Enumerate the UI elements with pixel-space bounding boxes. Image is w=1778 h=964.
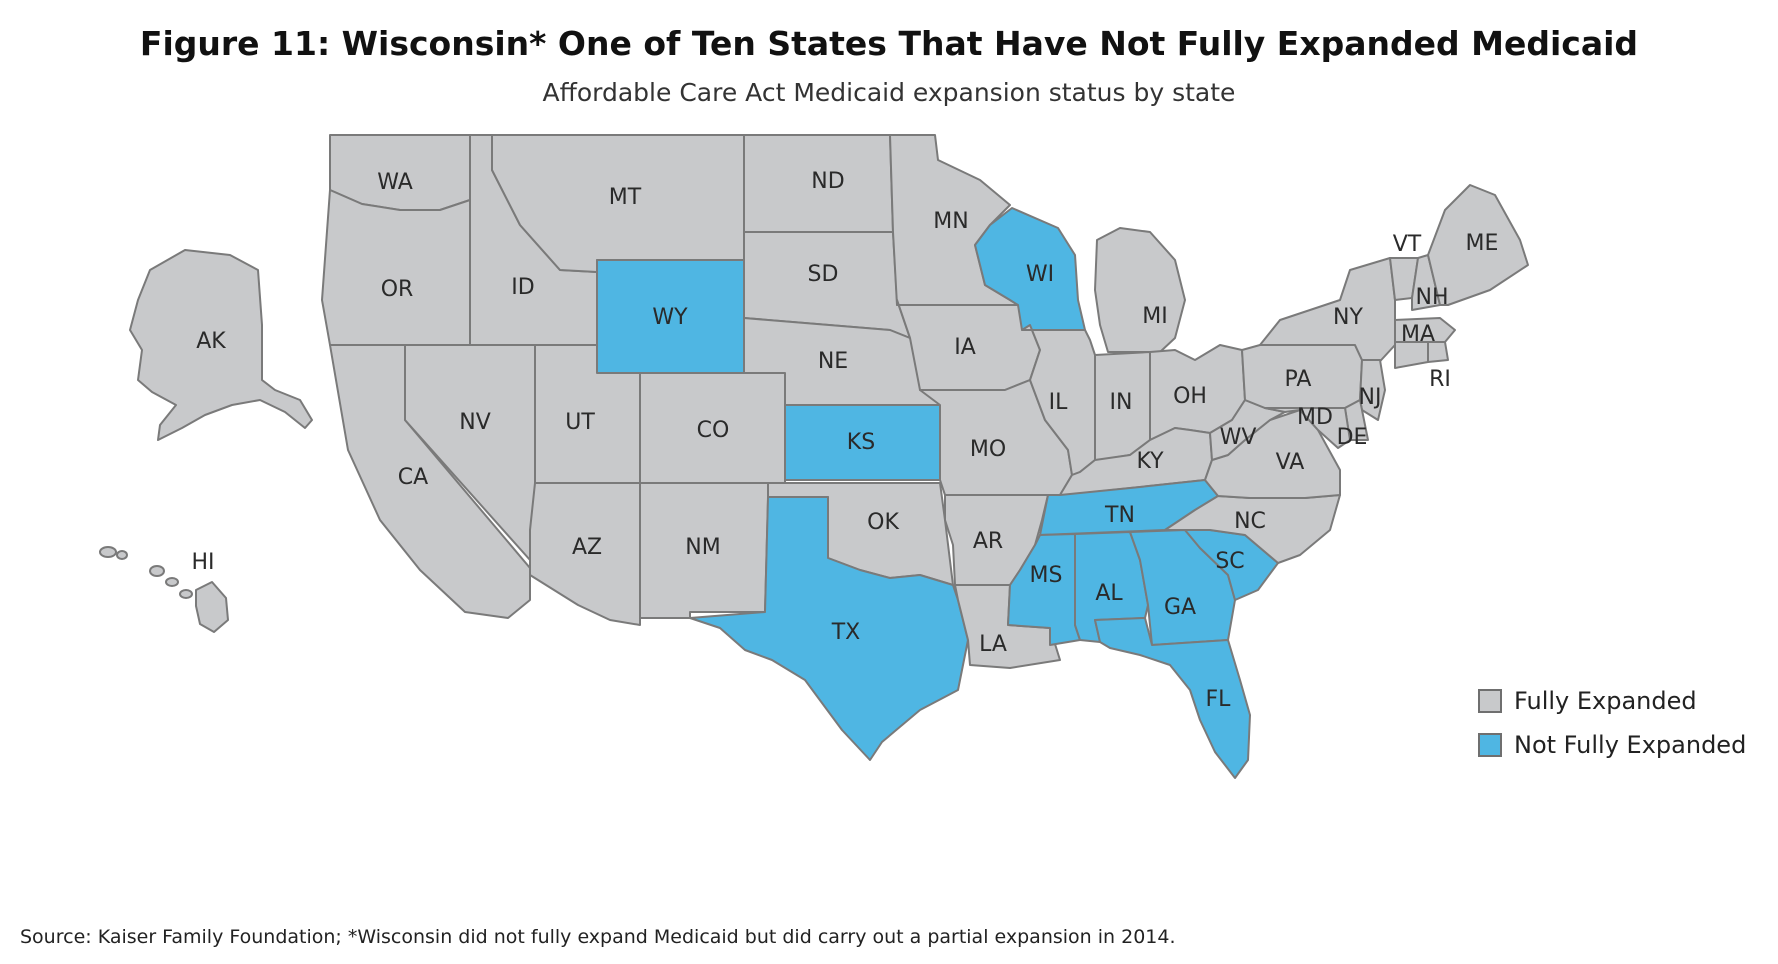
state-label-ar: AR <box>973 529 1003 554</box>
state-label-ma: MA <box>1401 322 1435 347</box>
state-label-nm: NM <box>685 535 720 560</box>
state-label-oh: OH <box>1173 384 1207 409</box>
state-label-de: DE <box>1337 425 1368 450</box>
figure-title: Figure 11: Wisconsin* One of Ten States … <box>139 24 1639 63</box>
state-label-id: ID <box>511 275 534 300</box>
state-tx <box>689 496 969 761</box>
state-label-ny: NY <box>1333 305 1363 330</box>
states-layer <box>99 134 1529 779</box>
state-md <box>1264 407 1351 449</box>
state-label-wy: WY <box>652 305 688 330</box>
state-label-nh: NH <box>1416 285 1449 310</box>
state-label-in: IN <box>1110 390 1133 415</box>
legend-item-fully-expanded: Fully Expanded <box>1478 686 1746 716</box>
state-label-ks: KS <box>847 430 875 455</box>
state-hi-islet <box>179 589 193 599</box>
legend: Fully Expanded Not Fully Expanded <box>1478 686 1746 774</box>
state-hi-islet <box>149 565 165 577</box>
state-label-co: CO <box>697 418 730 443</box>
state-label-fl: FL <box>1206 687 1232 712</box>
state-label-sd: SD <box>808 262 839 287</box>
state-label-il: IL <box>1049 390 1068 415</box>
state-label-ky: KY <box>1136 449 1164 474</box>
state-label-mn: MN <box>933 209 968 234</box>
state-label-ms: MS <box>1030 563 1063 588</box>
source-note: Source: Kaiser Family Foundation; *Wisco… <box>20 926 1176 948</box>
figure-subtitle: Affordable Care Act Medicaid expansion s… <box>542 78 1236 107</box>
state-label-ak: AK <box>196 329 226 354</box>
state-label-mt: MT <box>609 185 642 210</box>
state-ak <box>129 249 313 441</box>
state-label-or: OR <box>381 277 414 302</box>
state-label-wi: WI <box>1026 262 1054 287</box>
legend-swatch-not-fully-expanded <box>1478 733 1502 757</box>
state-label-ri: RI <box>1429 367 1451 392</box>
state-label-ut: UT <box>565 410 595 435</box>
state-label-wa: WA <box>377 170 413 195</box>
state-label-sc: SC <box>1215 549 1244 574</box>
state-mi <box>1094 227 1186 353</box>
state-label-ok: OK <box>867 510 899 535</box>
state-hi-islet <box>116 550 128 560</box>
state-label-ne: NE <box>818 349 848 374</box>
state-or <box>321 189 471 346</box>
state-nh <box>1411 254 1441 311</box>
state-hi <box>195 581 229 633</box>
legend-item-not-fully-expanded: Not Fully Expanded <box>1478 730 1746 760</box>
state-hi-islet <box>99 546 117 558</box>
state-label-az: AZ <box>572 535 602 560</box>
state-me <box>1427 184 1529 306</box>
legend-label-not-fully-expanded: Not Fully Expanded <box>1514 731 1747 759</box>
state-label-mo: MO <box>970 437 1006 462</box>
labels-layer: WA OR CA NV ID MT WY UT AZ CO NM ND SD NE KS OK TX MN IA MO… <box>191 169 1498 712</box>
state-label-nd: ND <box>811 169 844 194</box>
state-label-vt: VT <box>1393 232 1422 257</box>
state-label-ca: CA <box>398 465 428 490</box>
legend-label-fully-expanded: Fully Expanded <box>1514 687 1697 715</box>
state-label-tn: TN <box>1104 503 1135 528</box>
state-label-mi: MI <box>1142 304 1167 329</box>
state-label-nj: NJ <box>1359 385 1382 410</box>
state-label-ga: GA <box>1164 595 1196 620</box>
state-label-me: ME <box>1466 231 1499 256</box>
state-label-la: LA <box>979 632 1007 657</box>
state-ma <box>1394 317 1456 343</box>
state-label-va: VA <box>1276 450 1305 475</box>
state-label-al: AL <box>1095 581 1123 606</box>
state-ct <box>1394 341 1429 369</box>
state-label-nc: NC <box>1234 509 1266 534</box>
state-label-md: MD <box>1297 405 1333 430</box>
state-hi-islet <box>165 577 179 587</box>
state-label-tx: TX <box>831 620 861 645</box>
state-fl <box>1094 617 1251 779</box>
state-label-nv: NV <box>459 410 491 435</box>
state-label-pa: PA <box>1285 367 1312 392</box>
state-label-ia: IA <box>954 335 976 360</box>
state-label-wv: WV <box>1220 425 1257 450</box>
state-label-hi: HI <box>191 550 214 575</box>
legend-swatch-fully-expanded <box>1478 689 1502 713</box>
